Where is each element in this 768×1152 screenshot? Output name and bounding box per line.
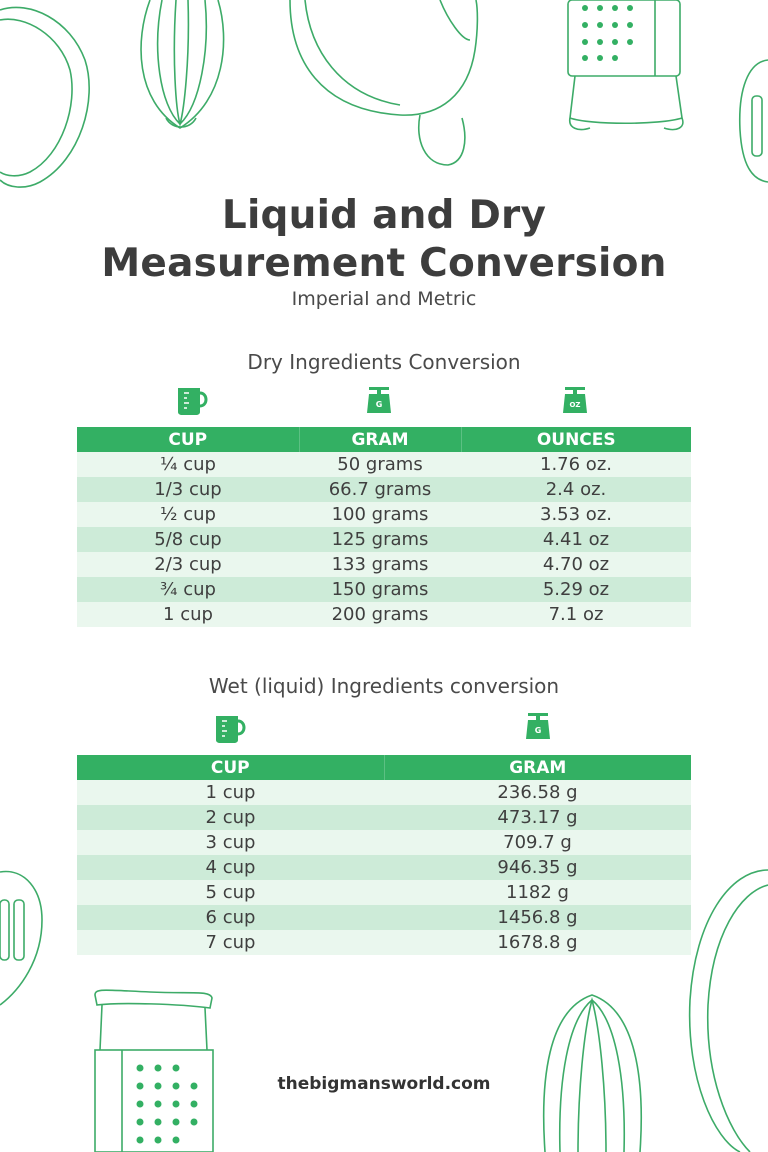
gram-cell: 946.35 g [384, 855, 691, 880]
page-subtitle: Imperial and Metric [291, 288, 477, 310]
title-line-2: Measurement Conversion [101, 241, 667, 286]
ounce-cell: 1.76 oz. [461, 452, 691, 477]
wet-conversion-table: CUP GRAM 1 cup 236.58 g 2 cup 473.17 g 3… [77, 755, 691, 955]
spatula-icon [0, 6, 90, 188]
cup-cell: 1 cup [77, 780, 384, 805]
whisk-icon [140, 0, 225, 129]
gram-cell: 236.58 g [384, 780, 691, 805]
header-gram: GRAM [383, 755, 691, 780]
cup-cell: 5/8 cup [77, 527, 299, 552]
dry-section-title: Dry Ingredients Conversion [247, 350, 521, 374]
cup-cell: 6 cup [77, 905, 384, 930]
cup-cell: ½ cup [77, 502, 299, 527]
gram-cell: 1678.8 g [384, 930, 691, 955]
table-header-row: CUP GRAM OUNCES [77, 427, 691, 452]
ounce-cell: 5.29 oz [461, 577, 691, 602]
site-credit: thebigmansworld.com [277, 1074, 491, 1094]
table-row: ¾ cup 150 grams 5.29 oz [77, 577, 691, 602]
ounce-icon-label: OZ [569, 401, 580, 409]
table-row: 1/3 cup 66.7 grams 2.4 oz. [77, 477, 691, 502]
gram-cell: 1182 g [384, 880, 691, 905]
cup-cell: ¼ cup [77, 452, 299, 477]
spatula-icon [0, 870, 43, 1006]
cup-cell: 4 cup [77, 855, 384, 880]
header-cup: CUP [77, 755, 384, 780]
table-header-row: CUP GRAM [77, 755, 691, 780]
table-row: 5 cup 1182 g [77, 880, 691, 905]
dry-conversion-table: CUP GRAM OUNCES ¼ cup 50 grams 1.76 oz. … [77, 427, 691, 627]
ounce-cell: 4.70 oz [461, 552, 691, 577]
gram-cell: 133 grams [299, 552, 461, 577]
gram-cell: 709.7 g [384, 830, 691, 855]
gram-cell: 150 grams [299, 577, 461, 602]
table-row: ½ cup 100 grams 3.53 oz. [77, 502, 691, 527]
gram-cell: 66.7 grams [299, 477, 461, 502]
cup-cell: 2 cup [77, 805, 384, 830]
table-row: 1 cup 200 grams 7.1 oz [77, 602, 691, 627]
gram-icon-label: G [535, 726, 542, 735]
measuring-cup-icon [178, 388, 208, 415]
cup-cell: 7 cup [77, 930, 384, 955]
scale-gram-icon: G [526, 713, 550, 739]
header-cup: CUP [77, 427, 299, 452]
ounce-cell: 2.4 oz. [461, 477, 691, 502]
title-line-1: Liquid and Dry [221, 193, 547, 238]
cup-cell: 2/3 cup [77, 552, 299, 577]
table-row: 1 cup 236.58 g [77, 780, 691, 805]
table-row: 7 cup 1678.8 g [77, 930, 691, 955]
table-row: ¼ cup 50 grams 1.76 oz. [77, 452, 691, 477]
gram-cell: 50 grams [299, 452, 461, 477]
table-row: 2 cup 473.17 g [77, 805, 691, 830]
ounce-cell: 3.53 oz. [461, 502, 691, 527]
table-row: 6 cup 1456.8 g [77, 905, 691, 930]
ounce-cell: 4.41 oz [461, 527, 691, 552]
gram-cell: 100 grams [299, 502, 461, 527]
header-ounces: OUNCES [460, 427, 691, 452]
grater-icon [94, 989, 214, 1152]
gram-cell: 473.17 g [384, 805, 691, 830]
gram-cell: 125 grams [299, 527, 461, 552]
table-row: 4 cup 946.35 g [77, 855, 691, 880]
ounce-cell: 7.1 oz [461, 602, 691, 627]
pot-icon [289, 0, 479, 166]
gram-cell: 200 grams [299, 602, 461, 627]
whisk-icon [542, 994, 643, 1152]
scale-ounce-icon: OZ [563, 387, 587, 413]
wet-section-title: Wet (liquid) Ingredients conversion [208, 674, 560, 698]
table-row: 3 cup 709.7 g [77, 830, 691, 855]
header-gram: GRAM [298, 427, 461, 452]
table-row: 2/3 cup 133 grams 4.70 oz [77, 552, 691, 577]
measuring-cup-icon [216, 716, 246, 743]
grater-icon [567, 0, 684, 131]
table-row: 5/8 cup 125 grams 4.41 oz [77, 527, 691, 552]
cup-cell: ¾ cup [77, 577, 299, 602]
cup-cell: 1 cup [77, 602, 299, 627]
page-title: Liquid and Dry Measurement Conversion [0, 192, 768, 288]
scale-gram-icon: G [367, 387, 391, 413]
cup-cell: 5 cup [77, 880, 384, 905]
cup-cell: 1/3 cup [77, 477, 299, 502]
gram-cell: 1456.8 g [384, 905, 691, 930]
cup-cell: 3 cup [77, 830, 384, 855]
utensil-handle-icon [738, 59, 768, 183]
gram-icon-label: G [376, 400, 383, 409]
bowl-icon [688, 869, 768, 1152]
